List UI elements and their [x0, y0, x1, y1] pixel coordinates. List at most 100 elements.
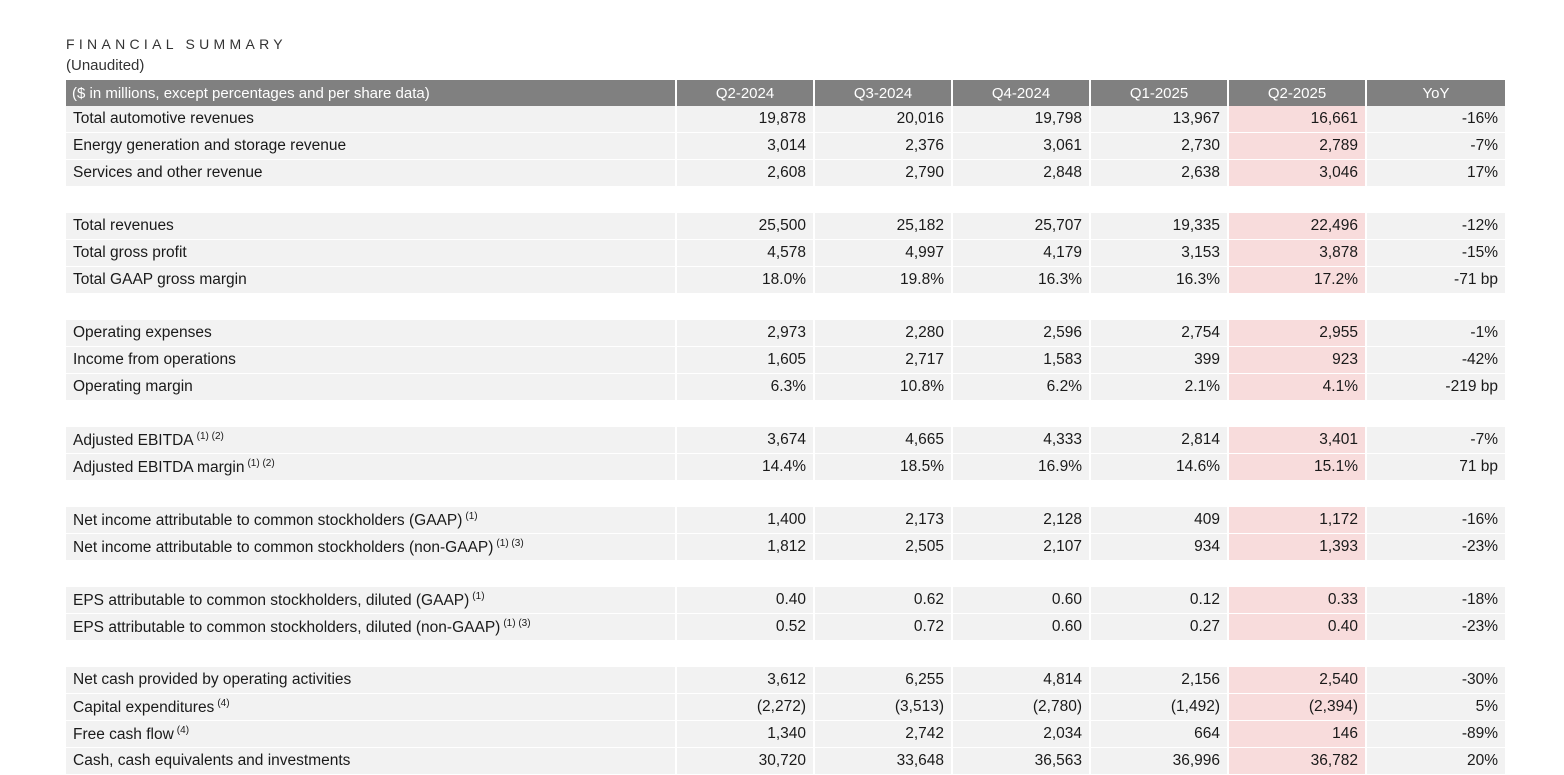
yoy-cell: -7%: [1367, 133, 1505, 160]
row-label: Adjusted EBITDA margin: [73, 458, 245, 476]
financial-summary-table: ($ in millions, except percentages and p…: [66, 80, 1505, 775]
yoy-cell: -12%: [1367, 213, 1505, 240]
table-row: EPS attributable to common stockholders,…: [66, 614, 1505, 641]
value-cell: 2,973: [677, 320, 815, 347]
row-label-cell: Free cash flow (4): [66, 721, 677, 748]
value-cell: 0.52: [677, 614, 815, 641]
row-label-cell: Capital expenditures (4): [66, 694, 677, 721]
value-cell: 19,335: [1091, 213, 1229, 240]
row-label-cell: Net income attributable to common stockh…: [66, 507, 677, 534]
value-cell: 33,648: [815, 748, 953, 775]
value-cell: 2,608: [677, 160, 815, 187]
value-cell: 4,333: [953, 427, 1091, 454]
value-cell: 0.27: [1091, 614, 1229, 641]
spacer-cell: [66, 481, 1505, 507]
value-cell: 15.1%: [1229, 454, 1367, 481]
row-label-cell: Adjusted EBITDA margin (1) (2): [66, 454, 677, 481]
value-cell: 16.3%: [1091, 267, 1229, 294]
value-cell: 18.5%: [815, 454, 953, 481]
table-row: Total automotive revenues 19,878 20,016 19,…: [66, 106, 1505, 133]
column-header: YoY: [1367, 80, 1505, 106]
row-label-cell: Adjusted EBITDA (1) (2): [66, 427, 677, 454]
value-cell: (2,394): [1229, 694, 1367, 721]
value-cell: (2,272): [677, 694, 815, 721]
footnote-marker: (4): [176, 724, 190, 736]
footnote-marker: (1) (3): [496, 537, 524, 549]
row-label: Total gross profit: [73, 244, 187, 261]
table-row: Adjusted EBITDA (1) (2) 3,674 4,665 4,333 2,8…: [66, 427, 1505, 454]
yoy-cell: -71 bp: [1367, 267, 1505, 294]
row-label-cell: Total revenues: [66, 213, 677, 240]
row-label-cell: Net income attributable to common stockh…: [66, 534, 677, 561]
row-label-cell: Total GAAP gross margin: [66, 267, 677, 294]
value-cell: 1,812: [677, 534, 815, 561]
value-cell: 2,128: [953, 507, 1091, 534]
value-cell: 0.12: [1091, 587, 1229, 614]
value-cell: 2,730: [1091, 133, 1229, 160]
value-cell: 4,179: [953, 240, 1091, 267]
spacer-cell: [66, 641, 1505, 667]
yoy-cell: -18%: [1367, 587, 1505, 614]
footnote-marker: (1) (3): [503, 617, 531, 629]
value-cell: 0.60: [953, 587, 1091, 614]
row-label: Operating margin: [73, 378, 193, 395]
value-cell: 2,754: [1091, 320, 1229, 347]
table-row: Services and other revenue 2,608 2,790 2,84…: [66, 160, 1505, 187]
value-cell: 1,172: [1229, 507, 1367, 534]
value-cell: 3,153: [1091, 240, 1229, 267]
value-cell: 16.9%: [953, 454, 1091, 481]
value-cell: 1,340: [677, 721, 815, 748]
footnote-marker: (1) (2): [196, 430, 224, 442]
spacer-cell: [66, 561, 1505, 587]
group-spacer: [66, 401, 1505, 427]
value-cell: 2,034: [953, 721, 1091, 748]
value-cell: 2,717: [815, 347, 953, 374]
row-label-cell: Cash, cash equivalents and investments: [66, 748, 677, 775]
table-row: EPS attributable to common stockholders,…: [66, 587, 1505, 614]
row-label-cell: Operating expenses: [66, 320, 677, 347]
spacer-cell: [66, 187, 1505, 213]
value-cell: 3,878: [1229, 240, 1367, 267]
value-cell: 2,280: [815, 320, 953, 347]
value-cell: 2,790: [815, 160, 953, 187]
value-cell: 20,016: [815, 106, 953, 133]
value-cell: 19,798: [953, 106, 1091, 133]
value-cell: 17.2%: [1229, 267, 1367, 294]
row-label-cell: Energy generation and storage revenue: [66, 133, 677, 160]
row-label: Net income attributable to common stockh…: [73, 538, 494, 556]
table-row: Cash, cash equivalents and investments 30…: [66, 748, 1505, 775]
yoy-cell: 5%: [1367, 694, 1505, 721]
value-cell: 3,401: [1229, 427, 1367, 454]
value-cell: 4.1%: [1229, 374, 1367, 401]
yoy-cell: -30%: [1367, 667, 1505, 694]
value-cell: 10.8%: [815, 374, 953, 401]
value-cell: 3,061: [953, 133, 1091, 160]
spacer-cell: [66, 294, 1505, 320]
value-cell: 3,612: [677, 667, 815, 694]
table-row: Operating expenses 2,973 2,280 2,596 2,754 2,…: [66, 320, 1505, 347]
column-header: Q2-2024: [677, 80, 815, 106]
value-cell: 2,596: [953, 320, 1091, 347]
table-body: Total automotive revenues 19,878 20,016 19,…: [66, 106, 1505, 775]
value-cell: 25,500: [677, 213, 815, 240]
value-cell: 16,661: [1229, 106, 1367, 133]
table-header-row: ($ in millions, except percentages and p…: [66, 80, 1505, 106]
value-cell: 6,255: [815, 667, 953, 694]
value-cell: 6.2%: [953, 374, 1091, 401]
yoy-cell: -15%: [1367, 240, 1505, 267]
row-label-cell: Total gross profit: [66, 240, 677, 267]
value-cell: 19.8%: [815, 267, 953, 294]
table-row: Net cash provided by operating activitie…: [66, 667, 1505, 694]
value-cell: 1,400: [677, 507, 815, 534]
table-row: Total GAAP gross margin 18.0% 19.8% 16.3% 16…: [66, 267, 1505, 294]
value-cell: 36,563: [953, 748, 1091, 775]
group-spacer: [66, 294, 1505, 320]
value-cell: 19,878: [677, 106, 815, 133]
yoy-cell: -42%: [1367, 347, 1505, 374]
value-cell: 30,720: [677, 748, 815, 775]
yoy-cell: -7%: [1367, 427, 1505, 454]
table-row: Operating margin 6.3% 10.8% 6.2% 2.1% 4.1% -21…: [66, 374, 1505, 401]
value-cell: 0.62: [815, 587, 953, 614]
row-label: EPS attributable to common stockholders,…: [73, 591, 470, 609]
value-cell: 36,996: [1091, 748, 1229, 775]
